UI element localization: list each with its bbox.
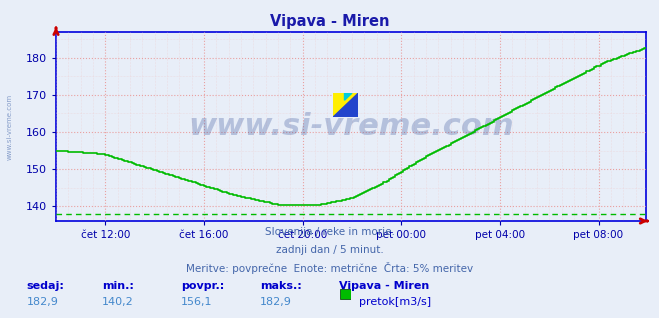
Text: min.:: min.: bbox=[102, 281, 134, 291]
Text: zadnji dan / 5 minut.: zadnji dan / 5 minut. bbox=[275, 245, 384, 255]
Text: 182,9: 182,9 bbox=[26, 297, 58, 307]
Polygon shape bbox=[333, 93, 358, 117]
Text: www.si-vreme.com: www.si-vreme.com bbox=[7, 94, 13, 160]
Bar bbox=[340, 289, 351, 299]
Text: Slovenija / reke in morje.: Slovenija / reke in morje. bbox=[264, 227, 395, 237]
Polygon shape bbox=[333, 93, 358, 117]
Text: povpr.:: povpr.: bbox=[181, 281, 225, 291]
Text: Vipava - Miren: Vipava - Miren bbox=[270, 14, 389, 29]
Text: Vipava - Miren: Vipava - Miren bbox=[339, 281, 430, 291]
Text: www.si-vreme.com: www.si-vreme.com bbox=[188, 112, 514, 141]
Text: sedaj:: sedaj: bbox=[26, 281, 64, 291]
Text: 182,9: 182,9 bbox=[260, 297, 292, 307]
Text: maks.:: maks.: bbox=[260, 281, 302, 291]
Text: 156,1: 156,1 bbox=[181, 297, 213, 307]
Text: Meritve: povprečne  Enote: metrične  Črta: 5% meritev: Meritve: povprečne Enote: metrične Črta:… bbox=[186, 262, 473, 274]
Polygon shape bbox=[345, 93, 352, 100]
Text: pretok[m3/s]: pretok[m3/s] bbox=[359, 297, 431, 307]
Text: 140,2: 140,2 bbox=[102, 297, 134, 307]
